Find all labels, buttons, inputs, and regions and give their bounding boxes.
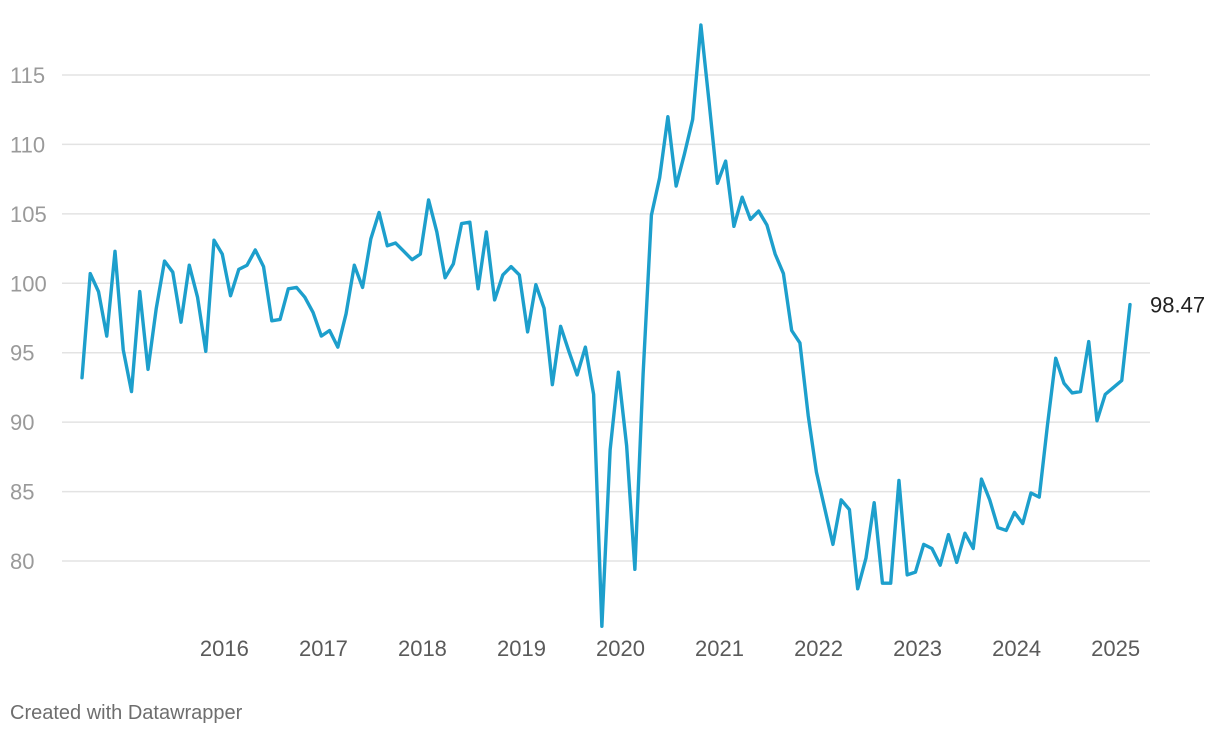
y-tick-label: 115: [10, 63, 45, 88]
x-tick-label: 2025: [1091, 636, 1140, 661]
x-tick-label: 2020: [596, 636, 645, 661]
x-tick-label: 2018: [398, 636, 447, 661]
gridlines: [62, 74, 1150, 562]
x-tick-label: 2024: [992, 636, 1041, 661]
x-tick-label: 2017: [299, 636, 348, 661]
y-tick-label: 110: [10, 132, 45, 157]
y-axis-labels: 80 85 90 95 100 105 110 115: [10, 63, 47, 574]
y-tick-label: 90: [10, 410, 34, 435]
x-axis-labels: 2016 2017 2018 2019 2020 2021 2022 2023 2024 2025: [200, 636, 1140, 661]
x-tick-label: 2016: [200, 636, 249, 661]
x-tick-label: 2022: [794, 636, 843, 661]
y-tick-label: 95: [10, 341, 34, 366]
y-tick-label: 100: [10, 271, 47, 296]
end-value-label: 98.47: [1150, 293, 1205, 318]
footer-credit: Created with Datawrapper: [10, 702, 243, 724]
y-tick-label: 105: [10, 202, 47, 227]
x-tick-label: 2023: [893, 636, 942, 661]
y-tick-label: 80: [10, 549, 34, 574]
series-line: [80, 23, 1132, 628]
y-tick-label: 85: [10, 480, 34, 505]
x-tick-label: 2019: [497, 636, 546, 661]
x-tick-label: 2021: [695, 636, 744, 661]
